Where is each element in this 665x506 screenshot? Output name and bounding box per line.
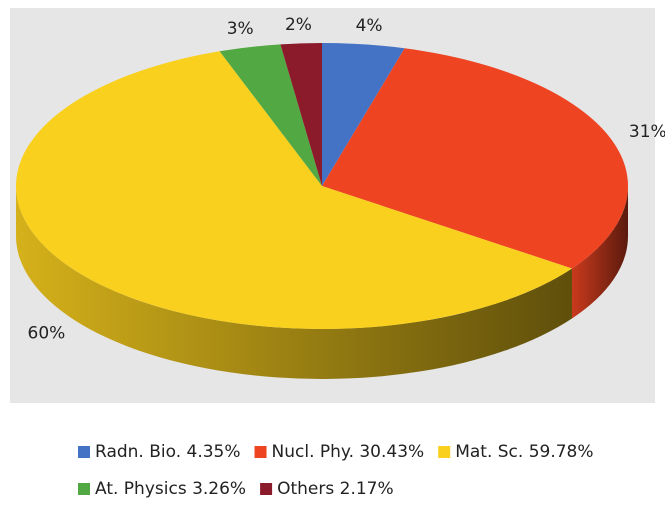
slice — [219, 44, 322, 186]
slice — [16, 51, 572, 330]
data-label: 3% — [227, 19, 254, 39]
legend-swatch — [260, 483, 273, 495]
legend-label: Others 2.17% — [277, 479, 394, 499]
legend-label: At. Physics 3.26% — [95, 479, 246, 499]
legend-label: Radn. Bio. 4.35% — [95, 442, 241, 462]
slice — [280, 43, 322, 186]
slice-side — [571, 186, 628, 319]
data-label: 2% — [285, 15, 312, 35]
legend-label: Nucl. Phy. 30.43% — [272, 442, 425, 462]
data-label: 4% — [356, 16, 383, 36]
slice-side — [16, 186, 572, 380]
pie-sides — [16, 186, 628, 380]
pie-tops — [16, 43, 628, 330]
legend-swatch — [78, 483, 90, 495]
legend-swatch — [438, 446, 451, 458]
data-label: 60% — [28, 324, 66, 344]
data-labels: 4% 31% 60% 3% 2% — [28, 15, 665, 344]
legend: Radn. Bio. 4.35% Nucl. Phy. 30.43% Mat. Sc… — [78, 442, 594, 499]
data-label: 31% — [629, 122, 665, 142]
legend-swatch — [254, 446, 267, 458]
slice — [322, 43, 405, 186]
legend-swatch — [78, 446, 90, 458]
legend-label: Mat. Sc. 59.78% — [455, 442, 593, 462]
slice — [322, 48, 628, 269]
